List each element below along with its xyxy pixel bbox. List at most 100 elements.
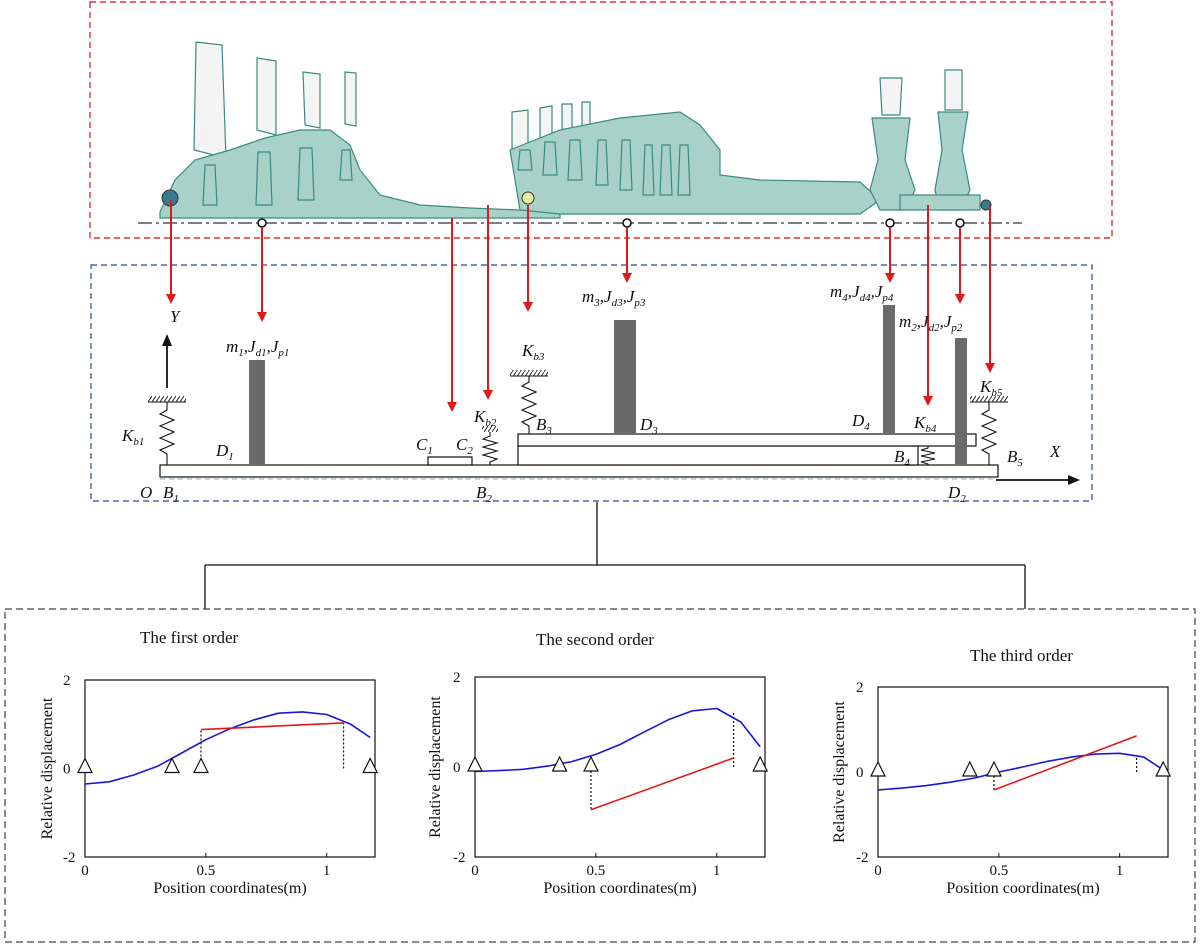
label-Kb1: Kb1 bbox=[121, 426, 144, 448]
chart-title: The second order bbox=[536, 630, 654, 649]
fan-disk-4 bbox=[339, 149, 353, 181]
high-pressure-rotor-mode-line bbox=[590, 757, 734, 811]
y-axis-label: Relative displacement bbox=[831, 701, 848, 843]
bearing-support-marker bbox=[77, 757, 93, 774]
label-Kb3: Kb3 bbox=[521, 341, 545, 363]
disk4-center-mark bbox=[885, 218, 895, 228]
bearing-support-marker bbox=[362, 757, 379, 774]
bearing-support-marker bbox=[961, 760, 978, 777]
transfer-arrows bbox=[166, 200, 995, 412]
x-tick-label: 1 bbox=[1116, 863, 1124, 879]
label-Kb5: Kb5 bbox=[979, 377, 1003, 399]
spring-Kb3 bbox=[510, 370, 548, 434]
bearing-support-marker bbox=[870, 760, 886, 777]
spring-Kb5 bbox=[970, 396, 1008, 465]
bearing-support-marker bbox=[193, 757, 209, 774]
y-tick-label: 2 bbox=[856, 680, 864, 696]
low-pressure-rotor-mode-line bbox=[84, 711, 371, 785]
y-tick-label: -2 bbox=[63, 850, 76, 866]
fan-blade-3 bbox=[302, 71, 321, 129]
x-axis-label: Position coordinates(m) bbox=[543, 880, 696, 897]
label-D2: D2 bbox=[947, 483, 966, 505]
plot-area bbox=[84, 679, 376, 858]
bearing-support-marker bbox=[752, 755, 769, 772]
plot-area bbox=[877, 686, 1169, 858]
label-B5: B5 bbox=[1007, 447, 1023, 469]
y-axis-label: Relative displacement bbox=[427, 696, 444, 838]
low-pressure-shaft bbox=[159, 464, 999, 478]
y-tick-label: 0 bbox=[63, 762, 71, 778]
label-disk2-params: m2,Jd2,Jp2 bbox=[899, 312, 963, 334]
mode-chart-second-order: The second order 2 0 -2 0 0.5 1 Position coord… bbox=[427, 630, 769, 897]
label-disk4-params: m4,Jd4,Jp4 bbox=[830, 282, 894, 304]
label-Kb2: Kb2 bbox=[473, 407, 497, 429]
x-axis-label: Position coordinates(m) bbox=[946, 880, 1099, 897]
y-tick-label: 2 bbox=[453, 670, 461, 686]
low-pressure-rotor-mode-line bbox=[474, 707, 761, 773]
model-labels: Y X O B1 B2 B3 B4 B5 C1 C2 D1 D2 D3 D4 K… bbox=[121, 282, 1061, 505]
fan-blade-4 bbox=[344, 71, 357, 127]
disk2-center-mark bbox=[955, 218, 965, 228]
label-disk1-params: m1,Jd1,Jp1 bbox=[226, 337, 289, 359]
turbine-shaft bbox=[899, 194, 981, 211]
label-D4: D4 bbox=[851, 411, 870, 433]
y-tick-label: -2 bbox=[453, 850, 466, 866]
label-X: X bbox=[1049, 442, 1061, 461]
y-tick-label: 2 bbox=[63, 673, 71, 689]
bearing-support-marker bbox=[467, 755, 483, 772]
chart-title: The first order bbox=[140, 628, 239, 647]
bearing-support-marker bbox=[583, 755, 599, 772]
chart-title: The third order bbox=[970, 646, 1073, 665]
mode-chart-first-order: The first order 2 0 -2 0 0.5 1 Position coordi… bbox=[39, 628, 379, 897]
y-axis-label: Relative displacement bbox=[39, 697, 56, 839]
bearing-support-marker bbox=[164, 757, 180, 774]
x-tick-label: 0.5 bbox=[196, 863, 215, 879]
mode-shapes-frame bbox=[4, 608, 1196, 943]
disk3-center-mark bbox=[622, 218, 632, 228]
y-tick-label: -2 bbox=[856, 850, 869, 866]
turbine-blade-2 bbox=[944, 69, 963, 111]
label-B3: B3 bbox=[536, 415, 552, 437]
plot-area bbox=[474, 676, 766, 858]
x-tick-label: 0.5 bbox=[989, 863, 1008, 879]
label-D1: D1 bbox=[215, 441, 234, 463]
fan-disk-2 bbox=[255, 151, 273, 206]
label-B4: B4 bbox=[894, 447, 910, 469]
bearing-support-marker bbox=[986, 760, 1002, 777]
high-pressure-rotor-mode-line bbox=[993, 735, 1137, 791]
model-frame bbox=[90, 264, 1093, 502]
bearing-support-marker bbox=[1155, 760, 1172, 777]
fan-blade-2 bbox=[256, 57, 277, 136]
engine-frame bbox=[89, 1, 1113, 239]
bearing-springs bbox=[148, 370, 1008, 465]
x-tick-label: 0 bbox=[471, 863, 479, 879]
label-C1: C1 bbox=[416, 435, 433, 457]
y-tick-label: 0 bbox=[453, 760, 461, 776]
spring-Kb2 bbox=[480, 426, 500, 465]
disk1-center-mark bbox=[257, 218, 267, 228]
bearing-3-symbol bbox=[521, 191, 535, 205]
turbine-blade-1 bbox=[879, 77, 903, 116]
label-disk3-params: m3,Jd3,Jp3 bbox=[582, 287, 646, 309]
x-tick-label: 0 bbox=[874, 863, 882, 879]
label-B1: B1 bbox=[163, 483, 179, 505]
compressor-drum bbox=[509, 111, 881, 215]
high-pressure-shaft-outer bbox=[517, 433, 977, 447]
fan-disk-3 bbox=[297, 147, 315, 201]
disk-D4 bbox=[883, 305, 895, 434]
high-pressure-rotor-mode-line bbox=[200, 722, 344, 731]
x-axis-label: Position coordinates(m) bbox=[153, 880, 306, 897]
label-Y: Y bbox=[170, 307, 181, 326]
engine-drawing-panel bbox=[89, 1, 1113, 239]
disk-D1 bbox=[249, 360, 265, 465]
spring-Kb4 bbox=[920, 446, 936, 465]
disk-D2 bbox=[955, 338, 967, 465]
mode-chart-third-order: The third order 2 0 -2 0 0.5 1 Position coordi… bbox=[831, 646, 1172, 897]
label-C2: C2 bbox=[456, 435, 473, 457]
bearing-support-marker bbox=[551, 755, 568, 772]
engine-structure bbox=[159, 41, 981, 219]
label-D3: D3 bbox=[639, 415, 658, 437]
label-B2: B2 bbox=[476, 483, 492, 505]
fan-disk-1 bbox=[202, 164, 218, 206]
